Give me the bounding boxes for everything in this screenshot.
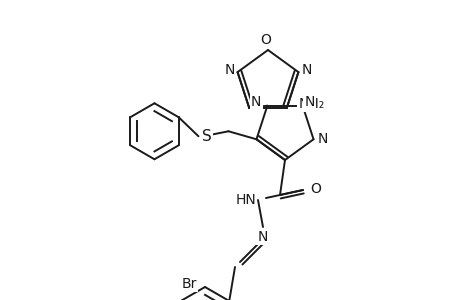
Text: N: N	[224, 63, 234, 77]
Text: NH₂: NH₂	[298, 97, 325, 111]
Text: O: O	[309, 182, 320, 196]
Text: N: N	[251, 95, 261, 109]
Text: HN: HN	[235, 193, 256, 207]
Text: O: O	[260, 33, 271, 47]
Text: N: N	[257, 230, 268, 244]
Text: S: S	[201, 129, 211, 144]
Text: Br: Br	[181, 277, 196, 291]
Text: N: N	[317, 132, 327, 146]
Text: N: N	[304, 95, 314, 109]
Text: N: N	[301, 63, 311, 77]
